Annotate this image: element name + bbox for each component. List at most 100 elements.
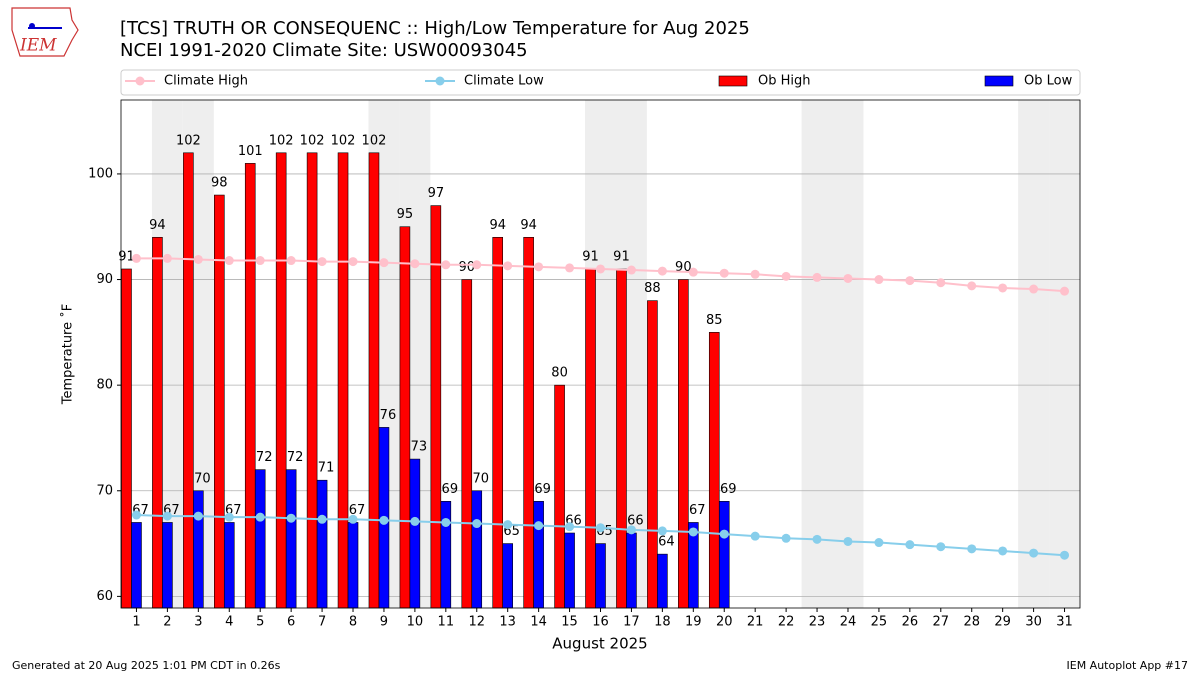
y-tick-label: 60 xyxy=(96,589,113,604)
shade-band xyxy=(801,100,833,608)
x-tick-label: 18 xyxy=(654,615,671,630)
x-tick-label: 26 xyxy=(902,615,919,630)
point xyxy=(193,511,203,521)
point xyxy=(626,525,636,535)
logo-text: IEM xyxy=(19,36,57,56)
point xyxy=(472,519,482,529)
point xyxy=(719,268,729,278)
data-label: 72 xyxy=(287,450,304,465)
data-label: 102 xyxy=(331,133,356,148)
bar xyxy=(409,458,421,609)
y-tick-label: 100 xyxy=(88,166,113,181)
shade-band xyxy=(1049,100,1080,608)
point xyxy=(781,271,791,281)
point xyxy=(1029,284,1039,294)
x-tick-label: 4 xyxy=(225,615,233,630)
bar xyxy=(368,152,380,609)
point xyxy=(657,526,667,536)
point xyxy=(410,259,420,269)
x-tick-label: 12 xyxy=(468,615,485,630)
data-label: 71 xyxy=(318,461,335,476)
bar xyxy=(647,300,658,609)
data-label: 101 xyxy=(238,144,263,159)
point xyxy=(657,266,667,276)
bar xyxy=(554,384,565,609)
x-tick-label: 17 xyxy=(623,615,640,630)
x-tick-label: 11 xyxy=(438,615,455,630)
point xyxy=(534,262,544,272)
point xyxy=(565,522,575,532)
logo: IEM xyxy=(11,7,79,57)
bar xyxy=(193,490,204,609)
point xyxy=(410,516,420,526)
point xyxy=(1029,548,1039,558)
shade-band xyxy=(1018,100,1050,608)
point xyxy=(162,253,172,263)
data-label: 94 xyxy=(149,218,166,233)
y-axis-label: Temperature ˚F xyxy=(60,304,76,405)
bar xyxy=(316,479,328,609)
data-label: 67 xyxy=(689,503,706,518)
x-tick-label: 7 xyxy=(318,615,326,630)
bar xyxy=(595,543,606,609)
x-tick-label: 23 xyxy=(809,615,826,630)
point xyxy=(348,257,358,267)
legend-label: Climate Low xyxy=(464,74,544,89)
bar xyxy=(708,332,720,609)
data-label: 64 xyxy=(658,535,675,550)
point xyxy=(317,514,327,524)
footer-right: IEM Autoplot App #17 xyxy=(1067,659,1189,672)
data-label: 91 xyxy=(118,249,135,264)
x-tick-label: 1 xyxy=(132,615,140,630)
point xyxy=(317,257,327,267)
point xyxy=(379,515,389,525)
data-label: 102 xyxy=(300,133,325,148)
data-label: 70 xyxy=(194,471,211,486)
data-label: 91 xyxy=(582,249,599,264)
data-label: 67 xyxy=(349,503,366,518)
point xyxy=(905,540,915,550)
x-tick-label: 24 xyxy=(840,615,857,630)
point xyxy=(688,267,698,277)
bar xyxy=(399,226,411,609)
bar xyxy=(244,163,256,609)
bar xyxy=(440,501,452,609)
x-tick-label: 27 xyxy=(933,615,950,630)
point xyxy=(812,534,822,544)
data-label: 69 xyxy=(720,482,737,497)
data-label: 94 xyxy=(520,218,537,233)
point xyxy=(874,275,884,285)
bar xyxy=(657,553,668,609)
x-tick-label: 20 xyxy=(716,615,733,630)
bar xyxy=(471,490,483,609)
point xyxy=(750,269,760,279)
bar xyxy=(285,469,297,609)
x-tick-label: 6 xyxy=(287,615,295,630)
bar xyxy=(162,522,173,609)
bar xyxy=(337,152,349,609)
data-label: 69 xyxy=(442,482,459,497)
point xyxy=(843,273,853,283)
data-label: 98 xyxy=(211,176,228,191)
point xyxy=(193,254,203,264)
bar xyxy=(533,501,544,609)
x-tick-label: 21 xyxy=(747,615,764,630)
bar xyxy=(254,469,266,609)
x-tick-label: 8 xyxy=(349,615,357,630)
point xyxy=(596,523,605,533)
x-tick-label: 29 xyxy=(994,615,1011,630)
chart-title: [TCS] TRUTH OR CONSEQUENC :: High/Low Te… xyxy=(120,18,750,39)
x-tick-label: 30 xyxy=(1025,615,1042,630)
footer-left: Generated at 20 Aug 2025 1:01 PM CDT in … xyxy=(12,659,281,672)
logo-outline xyxy=(11,7,79,57)
data-label: 91 xyxy=(613,249,630,264)
point xyxy=(998,546,1008,556)
bar xyxy=(461,279,473,609)
bar xyxy=(616,268,627,609)
point xyxy=(348,514,358,524)
data-label: 70 xyxy=(472,471,489,486)
bar xyxy=(492,236,504,609)
y-tick-label: 80 xyxy=(96,378,113,393)
data-label: 73 xyxy=(411,440,428,455)
bar xyxy=(121,268,132,609)
